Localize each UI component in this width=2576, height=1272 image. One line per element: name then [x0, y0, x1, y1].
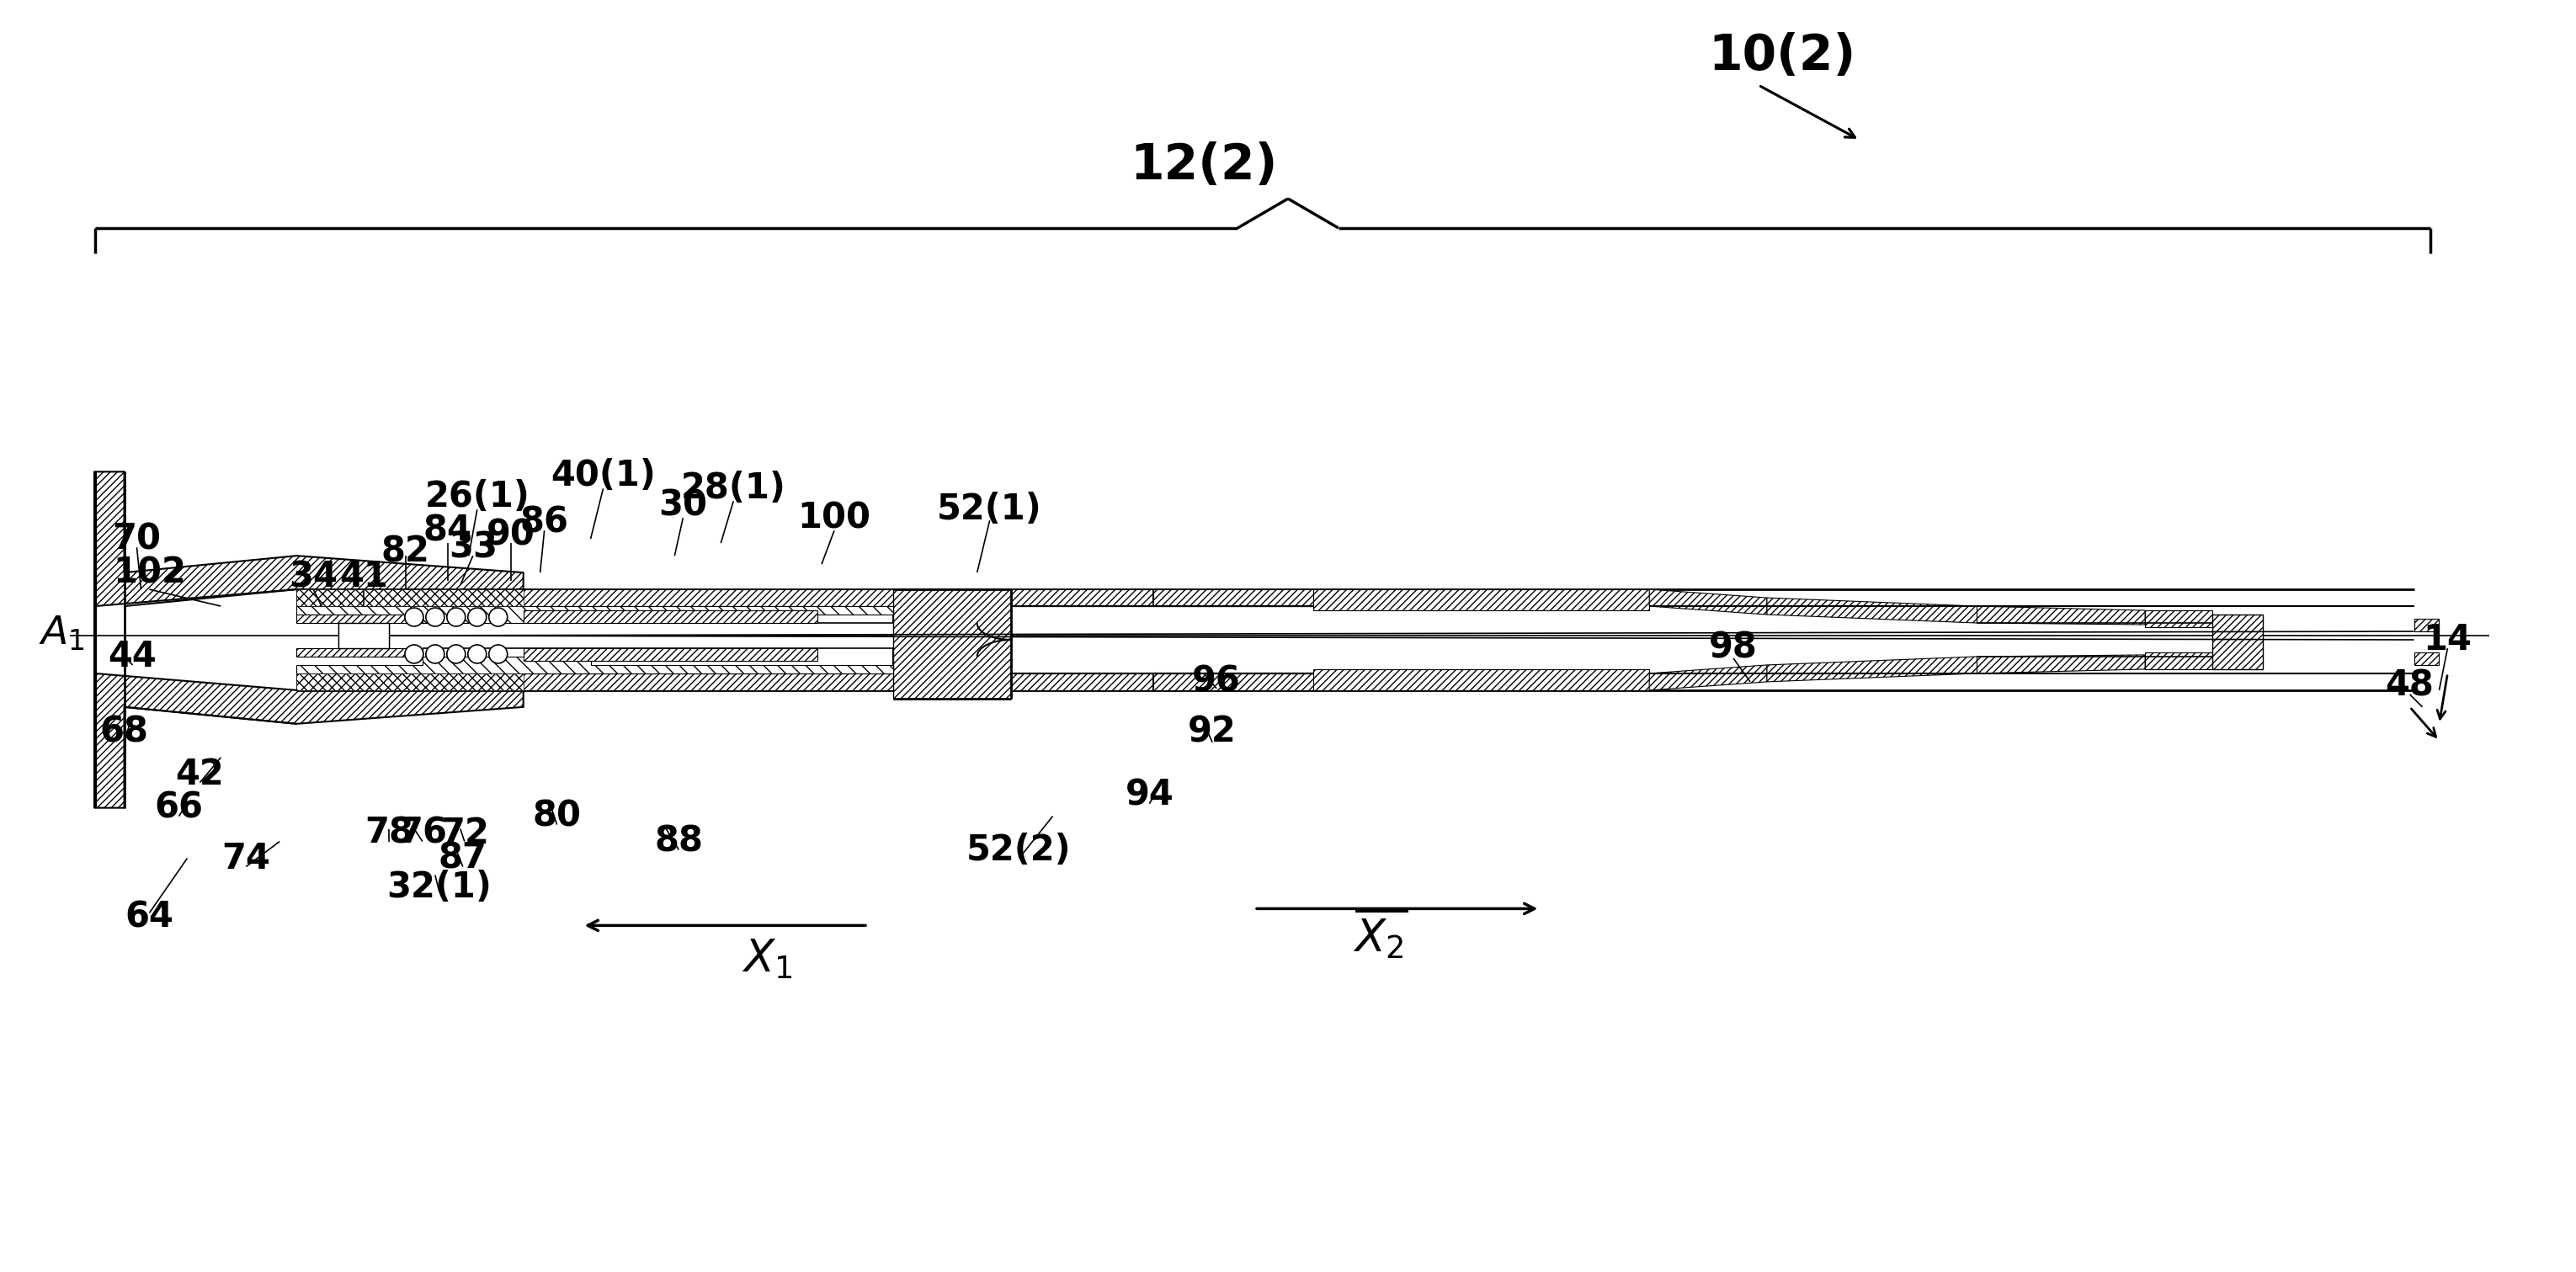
- Text: 48: 48: [2385, 668, 2434, 703]
- Text: 80: 80: [533, 799, 582, 834]
- Text: 30: 30: [659, 487, 708, 523]
- Circle shape: [489, 645, 507, 663]
- Text: 74: 74: [222, 841, 270, 876]
- Polygon shape: [95, 472, 523, 607]
- Text: 12(2): 12(2): [1131, 141, 1278, 190]
- Circle shape: [425, 608, 443, 626]
- Circle shape: [446, 645, 466, 663]
- Text: 64: 64: [126, 899, 173, 935]
- Bar: [1314, 669, 1649, 691]
- Polygon shape: [1649, 589, 1767, 614]
- Polygon shape: [296, 607, 894, 623]
- Text: 33: 33: [448, 529, 497, 565]
- Text: 96: 96: [1193, 664, 1242, 700]
- Text: 86: 86: [520, 505, 569, 539]
- Bar: [894, 589, 1010, 698]
- Text: 52(2): 52(2): [966, 832, 1072, 868]
- Polygon shape: [1976, 607, 2146, 625]
- Text: 34: 34: [289, 560, 337, 594]
- Bar: [523, 611, 817, 623]
- Circle shape: [489, 608, 507, 626]
- Text: 66: 66: [155, 790, 204, 826]
- Text: $A_1$: $A_1$: [39, 614, 85, 653]
- Polygon shape: [95, 673, 523, 808]
- Polygon shape: [296, 656, 894, 673]
- Text: 84: 84: [422, 513, 471, 548]
- Circle shape: [425, 645, 443, 663]
- Text: 70: 70: [113, 522, 162, 557]
- Bar: [2213, 614, 2262, 669]
- Polygon shape: [1767, 656, 1976, 682]
- Text: 41: 41: [340, 560, 389, 594]
- Text: 76: 76: [399, 815, 446, 851]
- Bar: [2146, 611, 2213, 627]
- Polygon shape: [296, 673, 523, 691]
- Circle shape: [469, 608, 487, 626]
- Text: 52(1): 52(1): [938, 492, 1043, 527]
- Text: 68: 68: [100, 715, 149, 750]
- Bar: [2146, 653, 2213, 669]
- Text: 32(1): 32(1): [386, 870, 492, 906]
- Text: 14: 14: [2424, 622, 2473, 658]
- Circle shape: [469, 645, 487, 663]
- Text: $\overline{X_2}$: $\overline{X_2}$: [1352, 907, 1409, 962]
- Text: 26(1): 26(1): [425, 480, 531, 515]
- Text: 82: 82: [381, 534, 430, 570]
- Text: 40(1): 40(1): [551, 458, 657, 494]
- Bar: [337, 623, 389, 649]
- Polygon shape: [1976, 655, 2146, 673]
- Polygon shape: [296, 614, 422, 623]
- Polygon shape: [1649, 665, 1767, 691]
- Text: 100: 100: [799, 500, 871, 536]
- Circle shape: [404, 645, 422, 663]
- Text: 78: 78: [363, 815, 412, 851]
- Circle shape: [404, 608, 422, 626]
- Polygon shape: [1767, 598, 1976, 623]
- Text: 98: 98: [1708, 631, 1757, 665]
- Bar: [1314, 589, 1649, 611]
- Text: 72: 72: [440, 815, 489, 851]
- Text: 94: 94: [1126, 777, 1175, 813]
- Circle shape: [446, 608, 466, 626]
- Text: $X_1$: $X_1$: [742, 937, 793, 981]
- Bar: [296, 589, 1314, 607]
- Text: 90: 90: [487, 518, 536, 552]
- Text: 102: 102: [113, 555, 185, 590]
- Text: 42: 42: [175, 757, 224, 792]
- Text: 44: 44: [108, 639, 157, 674]
- Bar: [2414, 653, 2439, 665]
- Text: 10(2): 10(2): [1708, 32, 1855, 80]
- Text: 88: 88: [654, 824, 703, 859]
- Text: 87: 87: [438, 841, 487, 876]
- Bar: [296, 673, 1314, 691]
- Polygon shape: [296, 589, 523, 607]
- Text: 92: 92: [1188, 715, 1236, 750]
- Bar: [2414, 618, 2439, 631]
- Text: 28(1): 28(1): [680, 471, 786, 506]
- Polygon shape: [296, 649, 422, 656]
- Bar: [523, 649, 817, 660]
